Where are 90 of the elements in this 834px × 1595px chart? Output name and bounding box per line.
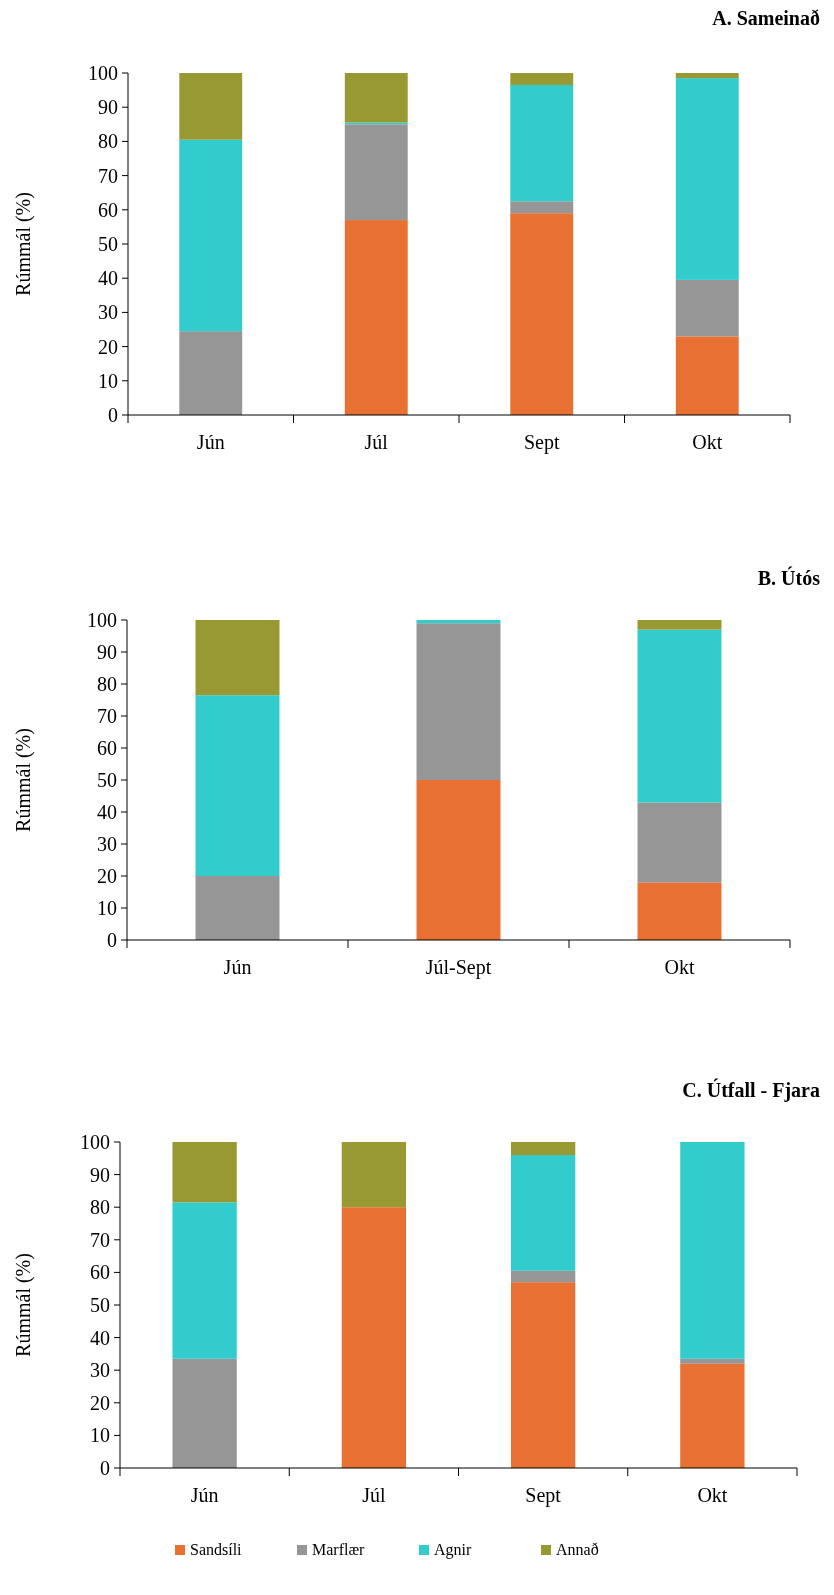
- chart-title: A. Sameinað: [712, 7, 820, 29]
- y-tick-label: 70: [97, 705, 117, 727]
- y-tick-label: 70: [90, 1228, 110, 1251]
- x-tick-label: Okt: [664, 956, 695, 978]
- bar: [172, 1142, 237, 1203]
- y-tick-label: 60: [98, 198, 118, 221]
- chart-title: B. Útós: [757, 566, 821, 589]
- y-tick-label: 80: [98, 130, 118, 153]
- y-tick-label: 80: [90, 1196, 110, 1219]
- x-tick-label: Jún: [190, 1484, 219, 1506]
- bar: [680, 1363, 745, 1468]
- y-tick-label: 100: [88, 62, 118, 84]
- y-tick-label: 90: [98, 96, 118, 119]
- bar: [637, 882, 722, 940]
- y-tick-label: 0: [107, 929, 117, 951]
- y-tick-label: 20: [98, 335, 118, 358]
- y-axis-title: Rúmmál (%): [12, 192, 35, 296]
- y-tick-label: 10: [98, 369, 118, 392]
- y-axis-title: Rúmmál (%): [12, 1253, 35, 1357]
- y-tick-label: 0: [100, 1457, 110, 1479]
- bar: [344, 220, 408, 415]
- x-tick-label: Jún: [196, 431, 225, 453]
- bar: [510, 1155, 576, 1271]
- bar: [195, 620, 280, 696]
- y-tick-label: 80: [97, 673, 117, 695]
- y-tick-label: 70: [98, 164, 118, 187]
- x-tick-label: Sept: [523, 431, 560, 454]
- y-tick-label: 60: [90, 1261, 110, 1284]
- y-tick-label: 20: [97, 865, 117, 887]
- bar: [172, 1202, 237, 1359]
- y-tick-label: 50: [97, 769, 117, 791]
- bar: [341, 1207, 407, 1468]
- bar: [510, 213, 574, 415]
- bar: [344, 73, 408, 123]
- legend-label: Agnir: [434, 1541, 472, 1559]
- bar: [510, 1282, 576, 1468]
- y-tick-label: 90: [97, 641, 117, 663]
- y-tick-label: 30: [97, 833, 117, 855]
- bar: [680, 1142, 745, 1359]
- bar: [510, 1270, 576, 1283]
- y-tick-label: 100: [87, 609, 117, 631]
- y-tick-label: 30: [90, 1359, 110, 1382]
- bar: [344, 124, 408, 221]
- bar: [341, 1142, 407, 1208]
- bar: [680, 1358, 745, 1364]
- bar: [637, 629, 722, 803]
- bar: [675, 73, 739, 79]
- y-tick-label: 90: [90, 1163, 110, 1186]
- bar: [675, 78, 739, 280]
- bar: [637, 620, 722, 630]
- y-tick-label: 10: [97, 897, 117, 919]
- x-tick-label: Jún: [223, 956, 252, 978]
- x-tick-label: Sept: [525, 1484, 562, 1507]
- bar: [416, 623, 501, 780]
- bar: [179, 139, 243, 332]
- bar: [416, 780, 501, 940]
- x-tick-label: Júl: [364, 431, 389, 453]
- y-tick-label: 30: [98, 301, 118, 324]
- bar: [195, 876, 280, 940]
- bar: [510, 201, 574, 214]
- bar: [637, 802, 722, 883]
- legend-label: Sandsíli: [190, 1541, 243, 1558]
- x-tick-label: Júl-Sept: [425, 956, 492, 979]
- chart-title: C. Útfall - Fjara: [682, 1078, 820, 1102]
- x-tick-label: Okt: [697, 1484, 728, 1506]
- x-tick-label: Okt: [692, 431, 723, 453]
- bar: [675, 279, 739, 337]
- y-tick-label: 40: [97, 801, 117, 823]
- y-tick-label: 50: [90, 1294, 110, 1316]
- bar: [510, 1142, 576, 1156]
- y-tick-label: 60: [97, 737, 117, 759]
- y-tick-label: 20: [90, 1391, 110, 1414]
- y-axis-title: Rúmmál (%): [12, 728, 35, 832]
- bar: [510, 73, 574, 85]
- bar: [510, 84, 574, 202]
- bar: [416, 620, 501, 624]
- y-tick-label: 100: [80, 1131, 110, 1153]
- bar: [195, 695, 280, 876]
- bar: [172, 1358, 237, 1468]
- y-tick-label: 0: [108, 404, 118, 426]
- y-tick-label: 10: [90, 1424, 110, 1447]
- bar: [179, 73, 243, 140]
- y-tick-label: 50: [98, 233, 118, 255]
- x-tick-label: Júl: [362, 1484, 386, 1506]
- legend-label: Annað: [556, 1541, 599, 1558]
- y-tick-label: 40: [90, 1326, 110, 1349]
- bar: [179, 331, 243, 415]
- y-tick-label: 40: [98, 267, 118, 290]
- bar: [675, 336, 739, 415]
- legend-label: Marflær: [312, 1541, 366, 1558]
